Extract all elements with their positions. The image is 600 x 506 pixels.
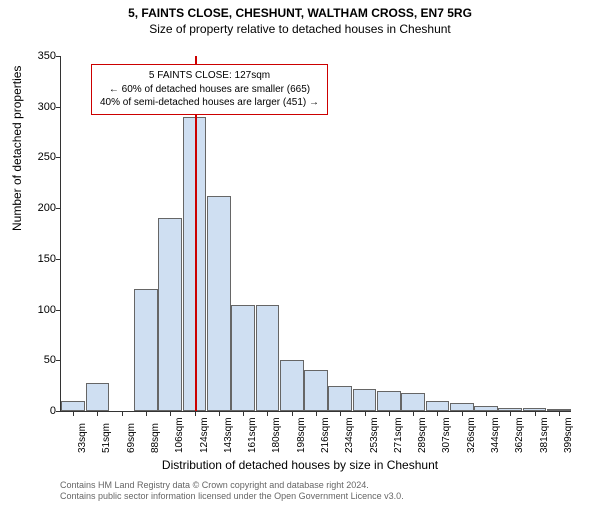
xtick-mark: [437, 411, 438, 416]
xtick-label: 180sqm: [271, 417, 282, 453]
annotation-box: 5 FAINTS CLOSE: 127sqm← 60% of detached …: [91, 64, 328, 115]
xtick-label: 307sqm: [441, 417, 452, 453]
xtick-mark: [73, 411, 74, 416]
xtick-label: 198sqm: [296, 417, 307, 453]
xtick-mark: [316, 411, 317, 416]
xtick-label: 381sqm: [539, 417, 550, 453]
xtick-mark: [170, 411, 171, 416]
xtick-mark: [146, 411, 147, 416]
xtick-label: 326sqm: [466, 417, 477, 453]
ytick-label: 250: [26, 151, 56, 163]
ytick-label: 200: [26, 202, 56, 214]
xtick-mark: [122, 411, 123, 416]
xtick-label: 271sqm: [393, 417, 404, 453]
histogram-bar: [134, 289, 158, 411]
y-axis-label: Number of detached properties: [10, 66, 24, 231]
xtick-label: 69sqm: [126, 423, 137, 453]
xtick-mark: [389, 411, 390, 416]
xtick-mark: [195, 411, 196, 416]
xtick-label: 399sqm: [563, 417, 574, 453]
ytick-mark: [56, 310, 61, 311]
xtick-label: 289sqm: [417, 417, 428, 453]
ytick-label: 300: [26, 101, 56, 113]
xtick-label: 234sqm: [344, 417, 355, 453]
ytick-mark: [56, 259, 61, 260]
histogram-bar: [231, 305, 255, 412]
histogram-bar: [377, 391, 401, 411]
xtick-label: 106sqm: [174, 417, 185, 453]
xtick-mark: [486, 411, 487, 416]
xtick-mark: [340, 411, 341, 416]
histogram-bar: [328, 386, 352, 411]
histogram-bar: [86, 383, 110, 411]
histogram-bar: [401, 393, 425, 411]
xtick-mark: [559, 411, 560, 416]
histogram-bar: [353, 389, 377, 411]
histogram-bar: [158, 218, 182, 411]
chart-area: 05010015020025030035033sqm51sqm69sqm88sq…: [60, 56, 570, 411]
ytick-mark: [56, 56, 61, 57]
xtick-mark: [535, 411, 536, 416]
xtick-mark: [413, 411, 414, 416]
histogram-bar: [256, 305, 280, 412]
footer-line2: Contains public sector information licen…: [60, 491, 404, 502]
histogram-bar: [61, 401, 85, 411]
ytick-mark: [56, 208, 61, 209]
ytick-label: 100: [26, 304, 56, 316]
xtick-label: 33sqm: [77, 423, 88, 453]
xtick-label: 88sqm: [150, 423, 161, 453]
xtick-label: 216sqm: [320, 417, 331, 453]
x-axis-label: Distribution of detached houses by size …: [0, 458, 600, 472]
histogram-bar: [207, 196, 231, 411]
xtick-label: 161sqm: [247, 417, 258, 453]
xtick-label: 51sqm: [101, 423, 112, 453]
ytick-mark: [56, 411, 61, 412]
footer-attribution: Contains HM Land Registry data © Crown c…: [60, 480, 404, 502]
xtick-mark: [243, 411, 244, 416]
xtick-mark: [267, 411, 268, 416]
plot-area: 05010015020025030035033sqm51sqm69sqm88sq…: [60, 56, 571, 412]
xtick-label: 344sqm: [490, 417, 501, 453]
ytick-label: 150: [26, 253, 56, 265]
xtick-mark: [510, 411, 511, 416]
xtick-mark: [365, 411, 366, 416]
page-title-address: 5, FAINTS CLOSE, CHESHUNT, WALTHAM CROSS…: [0, 6, 600, 20]
xtick-label: 143sqm: [223, 417, 234, 453]
page-subtitle: Size of property relative to detached ho…: [0, 22, 600, 36]
ytick-mark: [56, 107, 61, 108]
annotation-line3: 40% of semi-detached houses are larger (…: [100, 96, 319, 110]
histogram-bar: [450, 403, 474, 411]
xtick-mark: [97, 411, 98, 416]
annotation-line1: 5 FAINTS CLOSE: 127sqm: [100, 69, 319, 83]
xtick-label: 124sqm: [199, 417, 210, 453]
xtick-mark: [219, 411, 220, 416]
histogram-bar: [280, 360, 304, 411]
ytick-label: 50: [26, 354, 56, 366]
ytick-mark: [56, 360, 61, 361]
ytick-label: 0: [26, 405, 56, 417]
histogram-bar: [426, 401, 450, 411]
ytick-mark: [56, 157, 61, 158]
xtick-mark: [462, 411, 463, 416]
xtick-label: 362sqm: [514, 417, 525, 453]
histogram-bar: [304, 370, 328, 411]
xtick-label: 253sqm: [369, 417, 380, 453]
ytick-label: 350: [26, 50, 56, 62]
footer-line1: Contains HM Land Registry data © Crown c…: [60, 480, 404, 491]
annotation-line2: ← 60% of detached houses are smaller (66…: [100, 83, 319, 97]
xtick-mark: [292, 411, 293, 416]
